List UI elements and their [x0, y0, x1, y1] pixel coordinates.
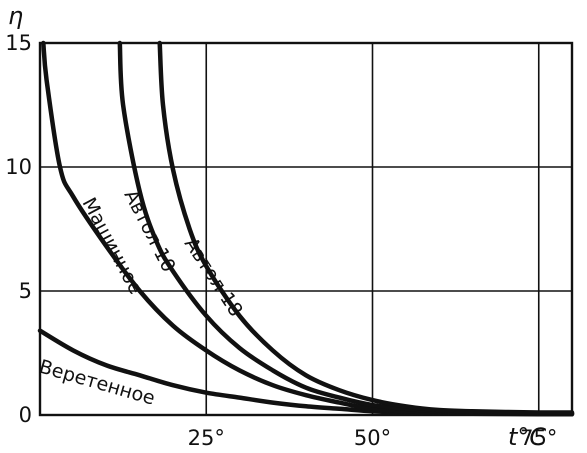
- y-tick-label-2: 10: [5, 155, 32, 179]
- x-axis-label: t°C: [508, 423, 546, 451]
- series-line-veretennoe: [37, 328, 575, 417]
- x-tick-label-1: 50°: [354, 426, 391, 450]
- curves: [37, 40, 575, 417]
- y-tick-label-1: 5: [19, 279, 32, 303]
- tick-labels: 25° 50° 75° 0 5 10 15: [5, 31, 557, 450]
- x-tick-label-0: 25°: [188, 426, 225, 450]
- y-tick-label-0: 0: [19, 403, 32, 427]
- x-tick-label-2: 75°: [520, 426, 557, 450]
- plot-frame: [38, 41, 574, 417]
- series-label-avtol18: Автол 18: [180, 234, 247, 321]
- grid: [38, 41, 574, 417]
- y-axis-label: η: [8, 2, 23, 30]
- y-tick-label-3: 15: [5, 31, 32, 55]
- series-line-avtol18: [157, 40, 575, 415]
